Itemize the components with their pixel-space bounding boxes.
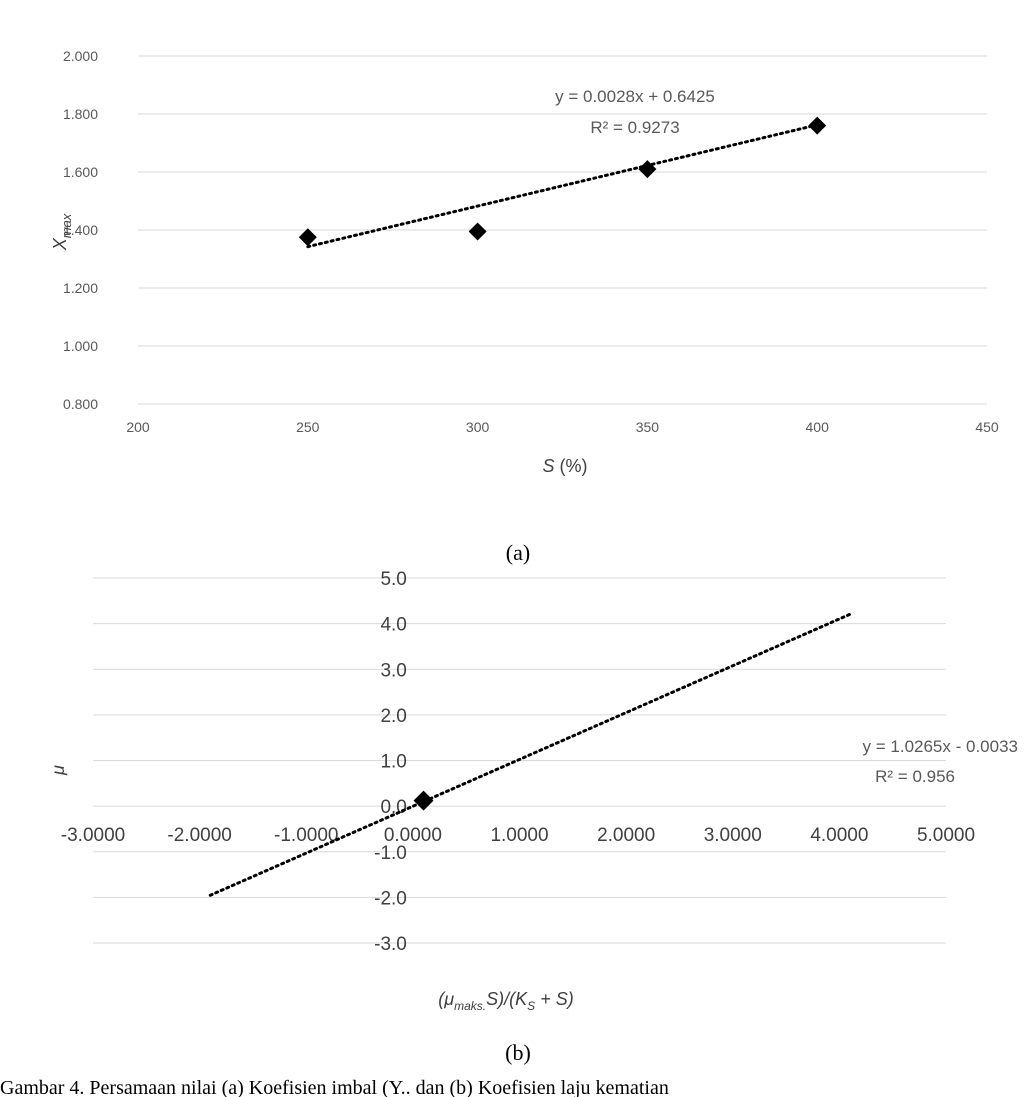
chart-a-x-tick-label: 200 [126,419,150,435]
chart-b-y-tick-label: 4.0 [380,615,406,636]
chart-b-x-tick-label: -3.0000 [61,825,125,846]
chart-a-x-ticks: 200 250 300 350 400 450 [126,419,999,435]
chart-b-y-axis-label: μ [48,765,68,776]
chart-b-y-tick-label: 1.0 [380,752,406,773]
chart-a-y-tick-label: 1.200 [63,280,98,296]
chart-b-r2: R² = 0.956 [875,767,955,786]
chart-a-data-point [468,222,487,241]
chart-b-points [413,790,434,811]
chart-b-x-axis-label: (μmaks.S)/(KS + S) [438,989,573,1013]
chart-a-x-tick-label: 450 [975,419,999,435]
chart-b-equation: y = 1.0265x - 0.0033 [863,737,1018,756]
chart-b-y-tick-label: 3.0 [380,660,406,681]
chart-a-r2: R² = 0.9273 [590,118,679,137]
chart-a-data-point [298,228,317,247]
chart-a-y-tick-label: 1.800 [63,106,98,122]
chart-a-equation: y = 0.0028x + 0.6425 [555,87,715,106]
chart-b-caption: (b) [505,1040,531,1065]
chart-b-x-tick-label: 2.0000 [597,825,655,846]
chart-b-x-tick-label: 4.0000 [810,825,868,846]
chart-a-caption: (a) [506,540,530,565]
chart-b-x-tick-label: 5.0000 [917,825,975,846]
chart-a-x-axis-label: S (%) [542,456,587,476]
chart-b-y-ticks: -3.0-2.0-1.00.01.02.03.04.05.0 [374,569,407,955]
chart-a-y-tick-label: 0.800 [63,396,98,412]
chart-a-y-tick-label: 1.600 [63,164,98,180]
chart-a-y-tick-label: 1.000 [63,338,98,354]
chart-b-trendline [208,612,852,897]
chart-b-y-tick-label: 5.0 [380,569,406,590]
chart-b-y-tick-label: 2.0 [380,706,406,727]
chart-a-y-ticks: 0.800 1.000 1.200 1.400 1.600 1.800 2.000 [63,48,98,412]
chart-a-y-axis-label: Xmax [50,213,74,251]
chart-a-points [298,116,827,247]
chart-a-data-point [808,116,827,135]
chart-b-y-tick-label: -1.0 [374,843,407,864]
figure-footer-caption: Gambar 4. Persamaan nilai (a) Koefisien … [0,1077,669,1097]
chart-a-data-point [638,160,657,179]
chart-a-gridlines [138,55,987,405]
chart-b-y-tick-label: -3.0 [374,934,407,955]
chart-a-x-tick-label: 350 [636,419,660,435]
chart-b: -3.0-2.0-1.00.01.02.03.04.05.0 -3.0000 -2… [48,569,1018,1065]
chart-b-x-tick-label: 3.0000 [704,825,762,846]
chart-b-x-ticks: -3.0000 -2.0000 -1.0000 0.0000 1.0000 2.0000 3… [61,825,975,846]
chart-b-data-point [413,790,434,811]
chart-a-trendline [306,123,819,249]
chart-b-x-tick-label: -1.0000 [274,825,338,846]
chart-a-x-tick-label: 250 [296,419,320,435]
chart-a-y-tick-label: 1.400 [63,222,98,238]
chart-a-y-tick-label: 2.000 [63,48,98,64]
chart-b-y-tick-label: -2.0 [374,888,407,909]
chart-b-x-tick-label: -2.0000 [167,825,231,846]
chart-b-x-tick-label: 1.0000 [490,825,548,846]
chart-b-x-tick-label: 0.0000 [384,825,442,846]
chart-a-x-tick-label: 400 [806,419,830,435]
chart-a-x-tick-label: 300 [466,419,490,435]
